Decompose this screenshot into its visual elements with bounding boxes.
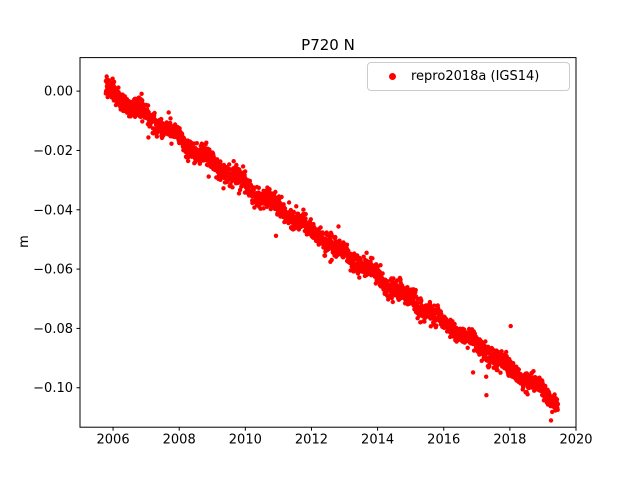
x-tick-label: 2020 bbox=[559, 433, 592, 448]
x-tick-label: 2014 bbox=[361, 433, 394, 448]
x-tick-label: 2008 bbox=[163, 433, 196, 448]
y-tick-label: −0.04 bbox=[33, 203, 73, 218]
y-axis: 0.00 −0.02 −0.04 −0.06 −0.08 −0.10 bbox=[33, 85, 80, 396]
chart-title: P720 N bbox=[301, 36, 355, 54]
y-tick-label: −0.06 bbox=[33, 263, 73, 278]
y-axis-label: m bbox=[16, 235, 32, 248]
legend-marker-dot-icon bbox=[388, 73, 396, 80]
scatter-series bbox=[103, 74, 561, 423]
x-tick-label: 2016 bbox=[427, 433, 460, 448]
x-tick-label: 2006 bbox=[97, 433, 130, 448]
y-tick-label: −0.08 bbox=[33, 322, 73, 337]
x-tick-label: 2018 bbox=[493, 433, 526, 448]
x-tick-label: 2010 bbox=[229, 433, 262, 448]
y-tick-label: −0.10 bbox=[33, 381, 73, 396]
legend-entry-label: repro2018a (IGS14) bbox=[411, 69, 540, 84]
legend: repro2018a (IGS14) bbox=[367, 62, 570, 91]
axes-spines bbox=[79, 57, 577, 428]
x-tick-label: 2012 bbox=[295, 433, 328, 448]
y-tick-label: −0.02 bbox=[33, 144, 73, 159]
y-tick-label: 0.00 bbox=[44, 85, 73, 100]
legend-marker-box bbox=[380, 73, 404, 80]
x-axis: 2006 2008 2010 2012 2014 2016 2018 2020 bbox=[97, 427, 593, 448]
